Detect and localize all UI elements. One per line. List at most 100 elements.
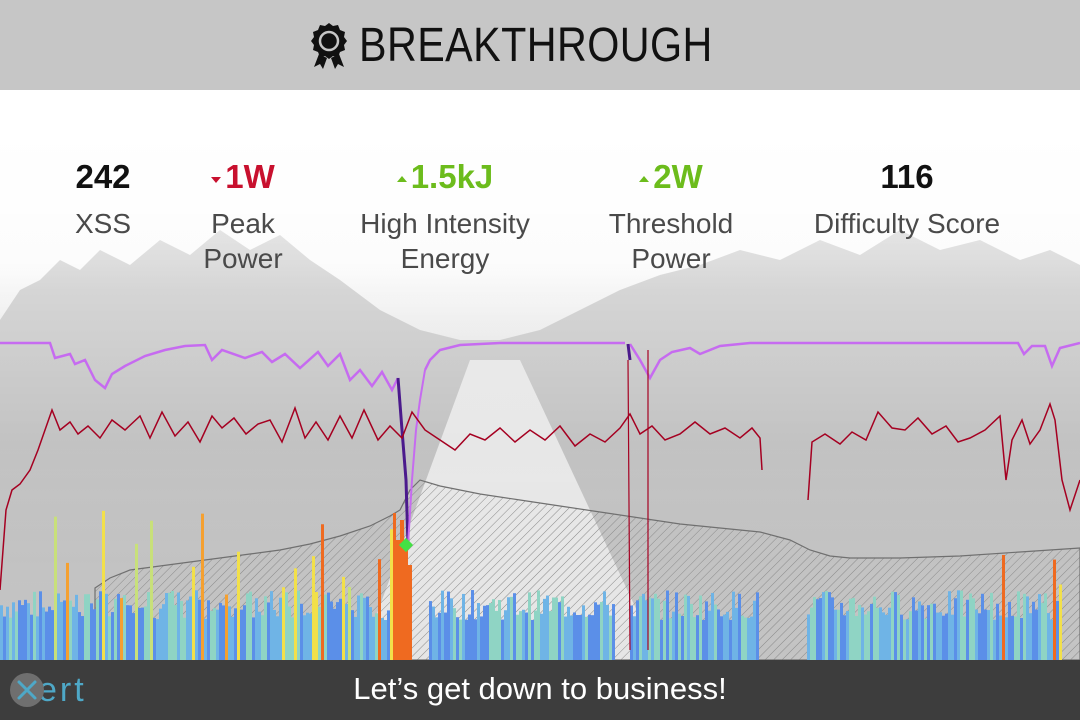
stat-threshold-power-label: Threshold Power [608,208,734,274]
power-bar [147,592,150,660]
power-bar [600,601,603,660]
power-bar [858,604,861,660]
stat-hie-value: 1.5kJ [345,158,545,196]
power-bar [735,607,738,660]
stat-difficulty-score-value: 116 [880,158,934,195]
power-bar [180,600,183,660]
power-bar [732,591,735,660]
power-bar [612,604,615,660]
power-bar [498,600,501,660]
power-bar [846,611,849,660]
power-bar [285,592,288,660]
power-bar [723,614,726,660]
power-bar [831,597,834,660]
stat-threshold-power-value: 2W [596,158,746,196]
power-bar [912,597,915,660]
power-bar [696,615,699,660]
power-bar [636,600,639,660]
power-bar [999,615,1002,660]
power-bar [546,595,549,660]
power-bar [231,616,234,660]
stat-xss-value: 242 [75,158,131,195]
power-bar [57,593,60,660]
power-bar [255,598,258,660]
power-bar [387,610,390,660]
power-bar [957,590,960,660]
power-bar [1056,600,1059,660]
power-bar [1014,616,1017,660]
power-bar [567,606,570,660]
power-bar [324,594,327,660]
power-bar [954,598,957,660]
power-bar [813,597,816,660]
breakthrough-spike-line [627,350,649,651]
power-bar [915,610,918,660]
header-bar: BREAKTHROUGH [0,0,1080,90]
power-bar [642,593,645,660]
power-bar [534,610,537,660]
power-bar [303,615,306,660]
power-bar [483,605,486,660]
power-bar [903,619,906,660]
power-bar [474,619,477,660]
power-bar [900,614,903,660]
power-bar [297,590,300,660]
power-bar [867,611,870,660]
stat-hie-label: High Intensity Energy [360,208,530,274]
power-bar-peak [408,565,412,660]
power-bar-peak [400,520,404,660]
power-bar [264,596,267,660]
power-bar [951,614,954,660]
power-bar [660,619,663,660]
power-bar [54,516,57,660]
power-bar [156,619,159,660]
power-bar [960,590,963,660]
power-bar [111,612,114,660]
power-bar [549,611,552,660]
power-bar [153,617,156,660]
power-bar [504,610,507,660]
power-bar [510,596,513,660]
power-bar [582,605,585,660]
power-bar [66,562,69,660]
power-bar [72,606,75,660]
breakthrough-marker [398,537,414,553]
power-bar [540,613,543,660]
power-bar [519,611,522,660]
xert-logo[interactable]: ert [10,672,87,708]
power-bar [1032,601,1035,660]
power-bar [981,593,984,660]
power-bar [117,593,120,660]
power-bar [276,616,279,660]
power-bar [219,602,222,660]
power-bar [645,600,648,660]
power-bar [555,597,558,660]
power-bar [525,612,528,660]
power-bar [1038,594,1041,660]
power-bar [96,599,99,660]
power-bar [588,614,591,660]
power-bar [138,607,141,660]
power-bar [237,551,240,660]
power-bar [945,613,948,660]
power-bar [315,592,318,660]
power-bar [159,608,162,660]
power-bar [495,610,498,660]
power-bar [693,617,696,660]
power-bar [921,605,924,660]
power-bar [93,609,96,660]
power-bar [666,590,669,660]
power-bar [9,617,12,660]
power-bar [126,605,129,660]
power-bar [135,543,138,660]
power-bar [60,601,63,660]
power-bar [924,618,927,660]
power-bar [537,590,540,660]
power-bar [936,612,939,660]
power-bar-peak [396,540,400,660]
power-bar [282,587,285,660]
power-bar [822,592,825,660]
power-bar [447,591,450,660]
power-bar [648,597,651,660]
power-bar [690,603,693,660]
